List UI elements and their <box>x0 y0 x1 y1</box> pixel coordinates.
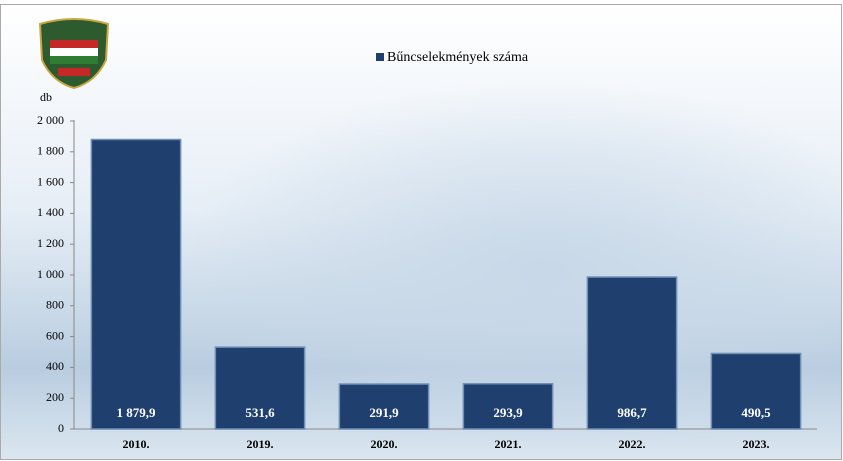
y-tick-label: 1 800 <box>37 144 64 158</box>
bar <box>91 139 180 429</box>
y-tick-label: 0 <box>58 421 64 435</box>
legend-label: Bűncselekmények száma <box>387 50 529 65</box>
x-tick-label: 2022. <box>619 437 646 451</box>
x-tick-label: 2019. <box>247 437 274 451</box>
y-tick-label: 1 400 <box>37 205 64 219</box>
y-tick-label: 1 600 <box>37 174 64 188</box>
x-tick-label: 2010. <box>123 437 150 451</box>
chart: db Bűncselekmények száma 0 200 400 600 800 1 … <box>0 0 843 461</box>
legend-swatch <box>376 53 384 61</box>
x-tick-label: 2020. <box>371 437 398 451</box>
value-label: 293,9 <box>493 405 523 420</box>
value-label: 490,5 <box>741 405 771 420</box>
y-tick-label: 400 <box>46 359 64 373</box>
value-label: 291,9 <box>369 405 399 420</box>
x-tick-label: 2023. <box>743 437 770 451</box>
y-axis-label: db <box>40 90 52 104</box>
y-tick-label: 1 200 <box>37 236 64 250</box>
value-label: 1 879,9 <box>117 405 157 420</box>
y-tick-label: 1 000 <box>37 267 64 281</box>
y-tick-label: 200 <box>46 390 64 404</box>
y-tick-label: 600 <box>46 328 64 342</box>
x-tick-label: 2021. <box>495 437 522 451</box>
y-tick-label: 800 <box>46 298 64 312</box>
value-label: 986,7 <box>617 405 647 420</box>
y-tick-label: 2 000 <box>37 113 64 127</box>
value-label: 531,6 <box>245 405 275 420</box>
